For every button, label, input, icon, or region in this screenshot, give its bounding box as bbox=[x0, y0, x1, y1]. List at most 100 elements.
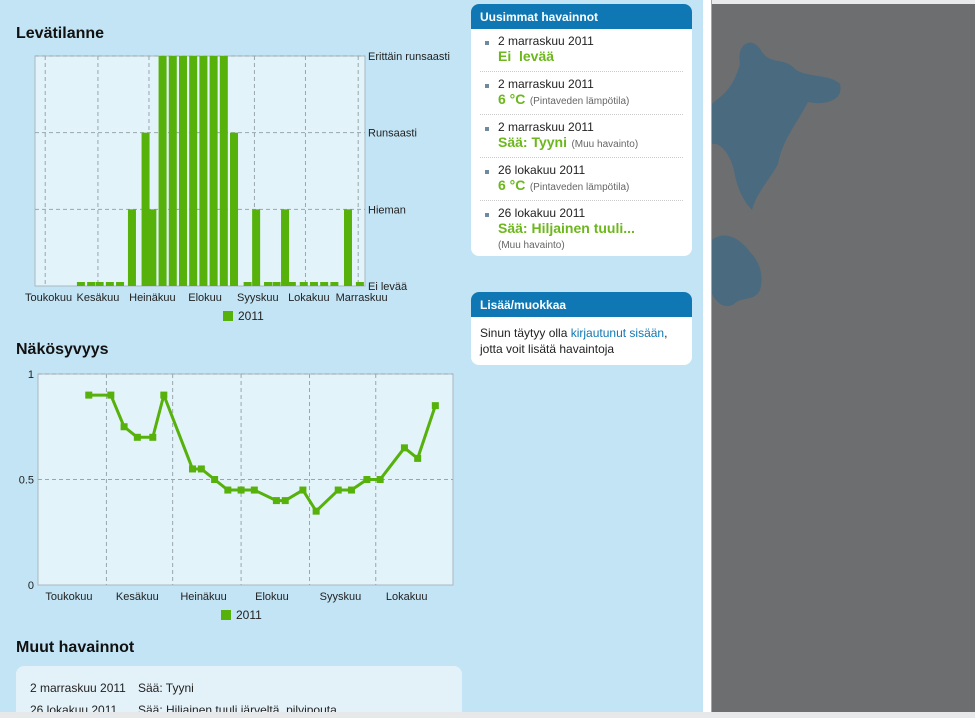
observation-item[interactable]: 26 lokakuu 2011 Sää: Hiljainen tuuli... … bbox=[480, 201, 683, 256]
login-link[interactable]: kirjautunut sisään bbox=[570, 326, 665, 340]
other-observation-date: 2 marraskuu 2011 bbox=[30, 681, 126, 695]
observation-item[interactable]: 2 marraskuu 2011 Ei levää bbox=[480, 29, 683, 72]
legend-label: 2011 bbox=[236, 608, 262, 622]
bullet-icon bbox=[485, 41, 489, 45]
legend-swatch bbox=[223, 311, 233, 321]
y-tick-label: 0 bbox=[28, 580, 34, 592]
other-observations-list: 2 marraskuu 2011 Sää: Tyyni 26 lokakuu 20… bbox=[16, 666, 462, 712]
bar bbox=[272, 282, 281, 286]
x-tick-label: Elokuu bbox=[255, 591, 289, 603]
bar bbox=[105, 282, 114, 286]
bullet-icon bbox=[485, 170, 489, 174]
data-point bbox=[334, 486, 342, 494]
observation-date: 2 marraskuu 2011 bbox=[498, 77, 594, 91]
login-text-after: , jotta voit lisätä havaintoja bbox=[480, 326, 668, 356]
other-observation-date: 26 lokakuu 2011 bbox=[30, 703, 118, 712]
observation-note: (Pintaveden lämpötila) bbox=[529, 182, 630, 193]
data-point bbox=[363, 476, 371, 483]
map-area[interactable] bbox=[712, 4, 975, 712]
x-tick-label: Heinäkuu bbox=[180, 591, 226, 603]
top-border bbox=[712, 0, 975, 4]
x-tick-label: Marraskuu bbox=[336, 292, 388, 304]
other-observation-text: Sää: Hiljainen tuuli järveltä, pilvipout… bbox=[138, 703, 337, 712]
observation-note: (Pintaveden lämpötila) bbox=[529, 96, 630, 107]
bar bbox=[355, 282, 364, 286]
bar bbox=[189, 56, 198, 286]
y-tick-label: 0.5 bbox=[19, 475, 34, 487]
y-tick-label: Hieman bbox=[368, 204, 406, 216]
login-message: Sinun täytyy olla kirjautunut sisään, jo… bbox=[471, 317, 692, 365]
data-point bbox=[224, 486, 232, 494]
other-observation-row: 26 lokakuu 2011 Sää: Hiljainen tuuli järv… bbox=[30, 703, 337, 712]
observation-item[interactable]: 26 lokakuu 2011 6 °C (Pintaveden lämpöti… bbox=[480, 158, 683, 201]
other-observation-row: 2 marraskuu 2011 Sää: Tyyni bbox=[30, 681, 194, 695]
bar bbox=[219, 56, 228, 286]
y-tick-label: Erittäin runsaasti bbox=[368, 51, 450, 63]
bar bbox=[309, 282, 318, 286]
data-point bbox=[189, 465, 197, 473]
x-tick-label: Kesäkuu bbox=[77, 292, 120, 304]
bullet-icon bbox=[485, 213, 489, 217]
observation-value: Ei levää bbox=[498, 48, 555, 64]
data-point bbox=[250, 486, 258, 494]
observation-value: Sää: Hiljainen tuuli... bbox=[498, 220, 635, 236]
data-point bbox=[149, 433, 157, 441]
lake-shape bbox=[712, 235, 762, 307]
lake-shape bbox=[712, 42, 841, 211]
x-tick-label: Lokakuu bbox=[288, 292, 330, 304]
algae-chart: Ei levää Hieman Runsaasti Erittäin runsaast… bbox=[25, 51, 450, 323]
login-text-before: Sinun täytyy olla bbox=[480, 326, 571, 340]
latest-observations-title: Uusimmat havainnot bbox=[471, 4, 692, 29]
bullet-icon bbox=[485, 127, 489, 131]
bar bbox=[287, 282, 296, 286]
bar bbox=[320, 282, 329, 286]
x-tick-label: Kesäkuu bbox=[116, 591, 159, 603]
other-observation-text: Sää: Tyyni bbox=[138, 681, 194, 695]
other-observations-title: Muut havainnot bbox=[16, 639, 135, 656]
bar bbox=[299, 282, 308, 286]
y-tick-label: 1 bbox=[28, 369, 34, 381]
data-point bbox=[120, 423, 128, 431]
lake-map bbox=[712, 42, 841, 307]
data-point bbox=[160, 391, 168, 399]
x-tick-label: Heinäkuu bbox=[129, 292, 175, 304]
data-point bbox=[400, 444, 408, 452]
observation-date: 26 lokakuu 2011 bbox=[498, 163, 586, 177]
bar bbox=[95, 282, 104, 286]
data-point bbox=[85, 391, 93, 399]
data-point bbox=[197, 465, 205, 473]
legend-label: 2011 bbox=[238, 309, 264, 323]
data-point bbox=[133, 433, 141, 441]
data-point bbox=[312, 507, 320, 515]
data-point bbox=[347, 486, 355, 494]
latest-observations-box: Uusimmat havainnot 2 marraskuu 2011 Ei l… bbox=[471, 4, 692, 256]
data-point bbox=[272, 497, 280, 505]
data-point bbox=[414, 454, 422, 462]
bar bbox=[116, 282, 125, 286]
bar bbox=[199, 56, 208, 286]
x-tick-label: Elokuu bbox=[188, 292, 222, 304]
bar bbox=[148, 209, 157, 286]
bar bbox=[209, 56, 218, 286]
observation-item[interactable]: 2 marraskuu 2011 6 °C (Pintaveden lämpöt… bbox=[480, 72, 683, 115]
observation-value: 6 °C bbox=[498, 177, 526, 193]
bar bbox=[264, 282, 273, 286]
edit-box-title: Lisää/muokkaa bbox=[471, 292, 692, 317]
observation-value: 6 °C bbox=[498, 91, 526, 107]
bar bbox=[76, 282, 85, 286]
data-point bbox=[376, 476, 384, 483]
bar bbox=[230, 132, 239, 286]
bottom-border bbox=[0, 712, 975, 718]
y-tick-label: Runsaasti bbox=[368, 128, 417, 140]
bar bbox=[343, 209, 352, 286]
observation-item[interactable]: 2 marraskuu 2011 Sää: Tyyni (Muu havaint… bbox=[480, 115, 683, 158]
bar bbox=[141, 132, 150, 286]
algae-section-title: Levätilanne bbox=[16, 25, 105, 42]
x-tick-label: Syyskuu bbox=[320, 591, 362, 603]
data-point bbox=[431, 402, 439, 410]
scrollbar-edge bbox=[703, 0, 712, 712]
x-tick-label: Toukokuu bbox=[45, 591, 92, 603]
observation-value: Sää: Tyyni bbox=[498, 134, 567, 150]
x-tick-label: Toukokuu bbox=[25, 292, 72, 304]
bar bbox=[281, 209, 290, 286]
